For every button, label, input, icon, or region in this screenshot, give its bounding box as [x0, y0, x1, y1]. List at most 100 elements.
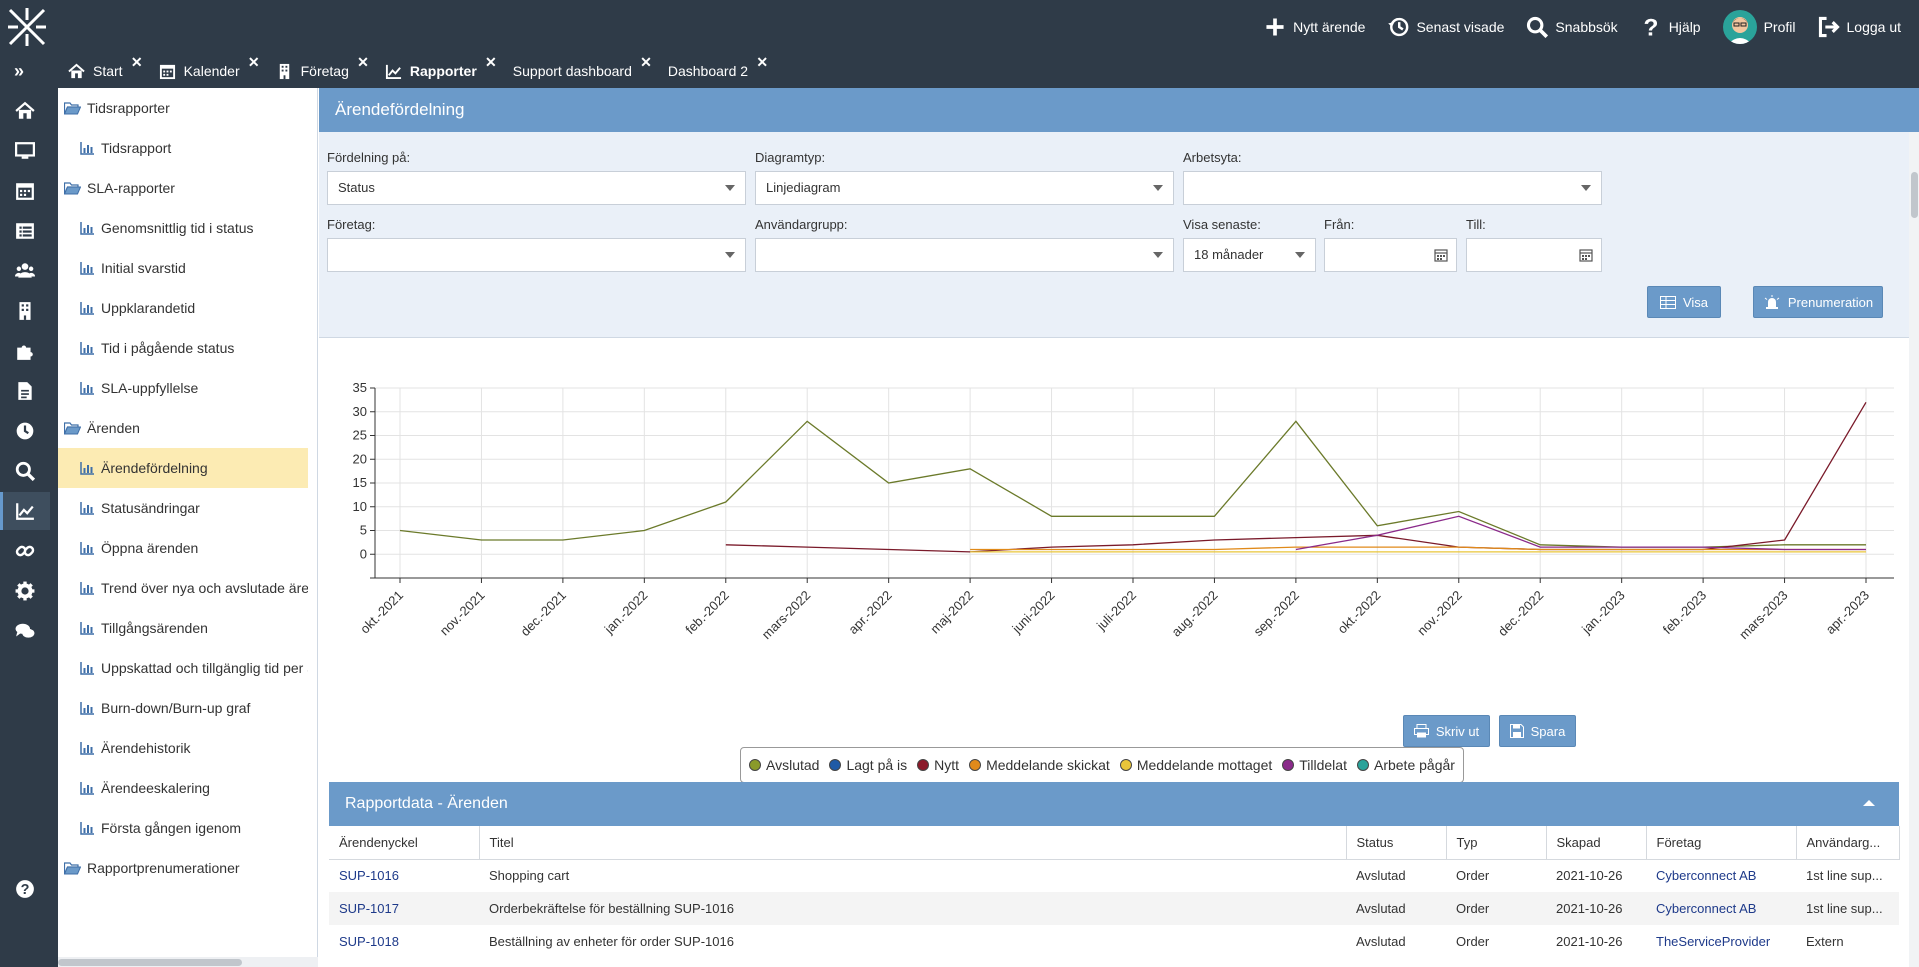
rail-item-puzzle[interactable] — [0, 332, 50, 370]
tree-folder[interactable]: Ärenden — [58, 408, 308, 448]
rail-item-chart[interactable] — [0, 492, 50, 530]
rail-item-chat[interactable] — [0, 612, 50, 650]
close-icon[interactable]: ✕ — [485, 54, 497, 70]
save-button[interactable]: Spara — [1499, 715, 1576, 747]
tab-2[interactable]: Företag ✕ — [266, 54, 375, 88]
close-icon[interactable]: ✕ — [247, 54, 260, 70]
prenumeration-button[interactable]: Prenumeration — [1753, 286, 1883, 318]
rail-item-home[interactable] — [0, 92, 50, 130]
anvandargrupp-select[interactable] — [755, 238, 1174, 272]
tree-folder[interactable]: Rapportprenumerationer — [58, 848, 308, 888]
column-header[interactable]: Titel — [479, 826, 1347, 860]
issue-key-link[interactable]: SUP-1018 — [339, 934, 399, 949]
tree-report-item[interactable]: Öppna ärenden — [58, 528, 308, 568]
company-link[interactable]: TheServiceProvider — [1656, 934, 1771, 949]
rail-item-gear[interactable] — [0, 572, 50, 610]
visa-button[interactable]: Visa — [1647, 286, 1721, 318]
rail-item-search[interactable] — [0, 452, 50, 490]
legend-item[interactable]: Tilldelat — [1282, 757, 1347, 773]
collapse-icon[interactable] — [1863, 800, 1875, 806]
rail-item-building[interactable] — [0, 292, 50, 330]
tree-report-item[interactable]: Ärendehistorik — [58, 728, 308, 768]
tree-report-item[interactable]: Ärendeeskalering — [58, 768, 308, 808]
tree-report-item[interactable]: Initial svarstid — [58, 248, 308, 288]
tab-5[interactable]: Dashboard 2 ✕ — [658, 54, 774, 88]
tree-report-item[interactable]: Uppskattad och tillgänglig tid per ä — [58, 648, 308, 688]
table-row[interactable]: SUP-1018 Beställning av enheter för order… — [329, 925, 1899, 958]
top-action-1[interactable]: Senast visade — [1387, 16, 1504, 38]
legend-label: Tilldelat — [1299, 757, 1347, 773]
tree-report-item[interactable]: Tid i pågående status — [58, 328, 308, 368]
tree-report-item[interactable]: SLA-uppfyllelse — [58, 368, 308, 408]
top-action-3[interactable]: ? Hjälp — [1640, 16, 1700, 38]
tree-report-item[interactable]: Trend över nya och avslutade ärer — [58, 568, 308, 608]
company-link[interactable]: Cyberconnect AB — [1656, 901, 1757, 916]
column-header[interactable]: Typ — [1446, 826, 1547, 860]
calendar-icon[interactable] — [1579, 248, 1593, 262]
legend-item[interactable]: Meddelande mottaget — [1119, 757, 1272, 773]
issue-key-link[interactable]: SUP-1016 — [339, 868, 399, 884]
legend-item[interactable]: Arbete pågår — [1356, 757, 1455, 773]
legend-item[interactable]: Meddelande skickat — [969, 757, 1110, 773]
top-action-2[interactable]: Snabbsök — [1526, 16, 1618, 38]
fordelning-label: Fördelning på: — [327, 150, 411, 165]
rail-item-monitor[interactable] — [0, 132, 50, 170]
top-action-label: Senast visade — [1416, 19, 1505, 35]
tree-horizontal-scrollbar[interactable] — [58, 957, 318, 967]
rail-item-help[interactable]: ? — [0, 870, 50, 908]
issue-key-link[interactable]: SUP-1017 — [339, 901, 399, 916]
column-header[interactable]: Ärendenyckel — [329, 826, 480, 860]
tree-report-item[interactable]: Ärendefördelning — [58, 448, 308, 488]
close-icon[interactable]: ✕ — [130, 54, 143, 70]
table-row[interactable]: SUP-1016 Shopping cart Avslutad Order 2021-1… — [329, 859, 1899, 892]
column-header[interactable]: Företag — [1646, 826, 1797, 860]
legend-item[interactable]: Avslutad — [749, 757, 819, 773]
tree-report-item[interactable]: Burn-down/Burn-up graf — [58, 688, 308, 728]
close-icon[interactable]: ✕ — [357, 54, 369, 70]
company-link[interactable]: Cyberconnect AB — [1656, 868, 1757, 884]
tree-report-item[interactable]: Första gången igenom — [58, 808, 308, 848]
diagramtyp-select[interactable]: Linjediagram — [755, 171, 1174, 205]
tree-report-item[interactable]: Genomsnittlig tid i status — [58, 208, 308, 248]
tree-report-item[interactable]: Uppklarandetid — [58, 288, 308, 328]
tree-report-item[interactable]: Statusändringar — [58, 488, 308, 528]
fran-date-input[interactable] — [1324, 238, 1457, 272]
tree-folder[interactable]: Tidsrapporter — [58, 88, 308, 128]
fordelning-select[interactable]: Status — [327, 171, 746, 205]
rail-item-users[interactable] — [0, 252, 50, 290]
column-header[interactable]: Status — [1346, 826, 1447, 860]
main-vertical-scrollbar[interactable] — [1909, 132, 1919, 967]
top-action-4[interactable]: Profil — [1722, 10, 1796, 44]
rail-item-calendar[interactable] — [0, 172, 50, 210]
tree-report-item[interactable]: Tidsrapport — [58, 128, 308, 168]
close-icon[interactable]: ✕ — [640, 54, 652, 70]
expand-sidebar-icon[interactable]: » — [14, 61, 25, 81]
report-data-header[interactable]: Rapportdata - Ärenden — [329, 782, 1899, 826]
tab-3[interactable]: Rapporter ✕ — [375, 54, 503, 88]
top-action-0[interactable]: Nytt ärende — [1264, 16, 1365, 38]
legend-item[interactable]: Lagt på is — [829, 757, 907, 773]
tab-label: Rapporter — [409, 63, 477, 79]
legend-item[interactable]: Nytt — [917, 757, 959, 773]
arbetsyta-select[interactable] — [1183, 171, 1602, 205]
logo-icon[interactable] — [4, 4, 50, 50]
column-header[interactable]: Användarg... — [1796, 826, 1900, 860]
close-icon[interactable]: ✕ — [756, 54, 769, 70]
foretag-select[interactable] — [327, 238, 746, 272]
tree-folder[interactable]: SLA-rapporter — [58, 168, 308, 208]
rail-item-link[interactable] — [0, 532, 50, 570]
column-header[interactable]: Skapad — [1546, 826, 1647, 860]
tab-0[interactable]: Start ✕ — [58, 54, 149, 88]
visa-senaste-select[interactable]: 18 månader — [1183, 238, 1316, 272]
tree-report-item[interactable]: Tillgångsärenden — [58, 608, 308, 648]
rail-item-list[interactable] — [0, 212, 50, 250]
calendar-icon[interactable] — [1434, 248, 1448, 262]
till-date-input[interactable] — [1466, 238, 1602, 272]
rail-item-document[interactable] — [0, 372, 50, 410]
tab-4[interactable]: Support dashboard ✕ — [503, 54, 658, 88]
table-row[interactable]: SUP-1017 Orderbekräftelse för beställning… — [329, 892, 1899, 925]
print-button[interactable]: Skriv ut — [1403, 715, 1490, 747]
rail-item-clock[interactable] — [0, 412, 50, 450]
tab-1[interactable]: Kalender ✕ — [149, 54, 266, 88]
top-action-5[interactable]: Logga ut — [1818, 16, 1901, 38]
